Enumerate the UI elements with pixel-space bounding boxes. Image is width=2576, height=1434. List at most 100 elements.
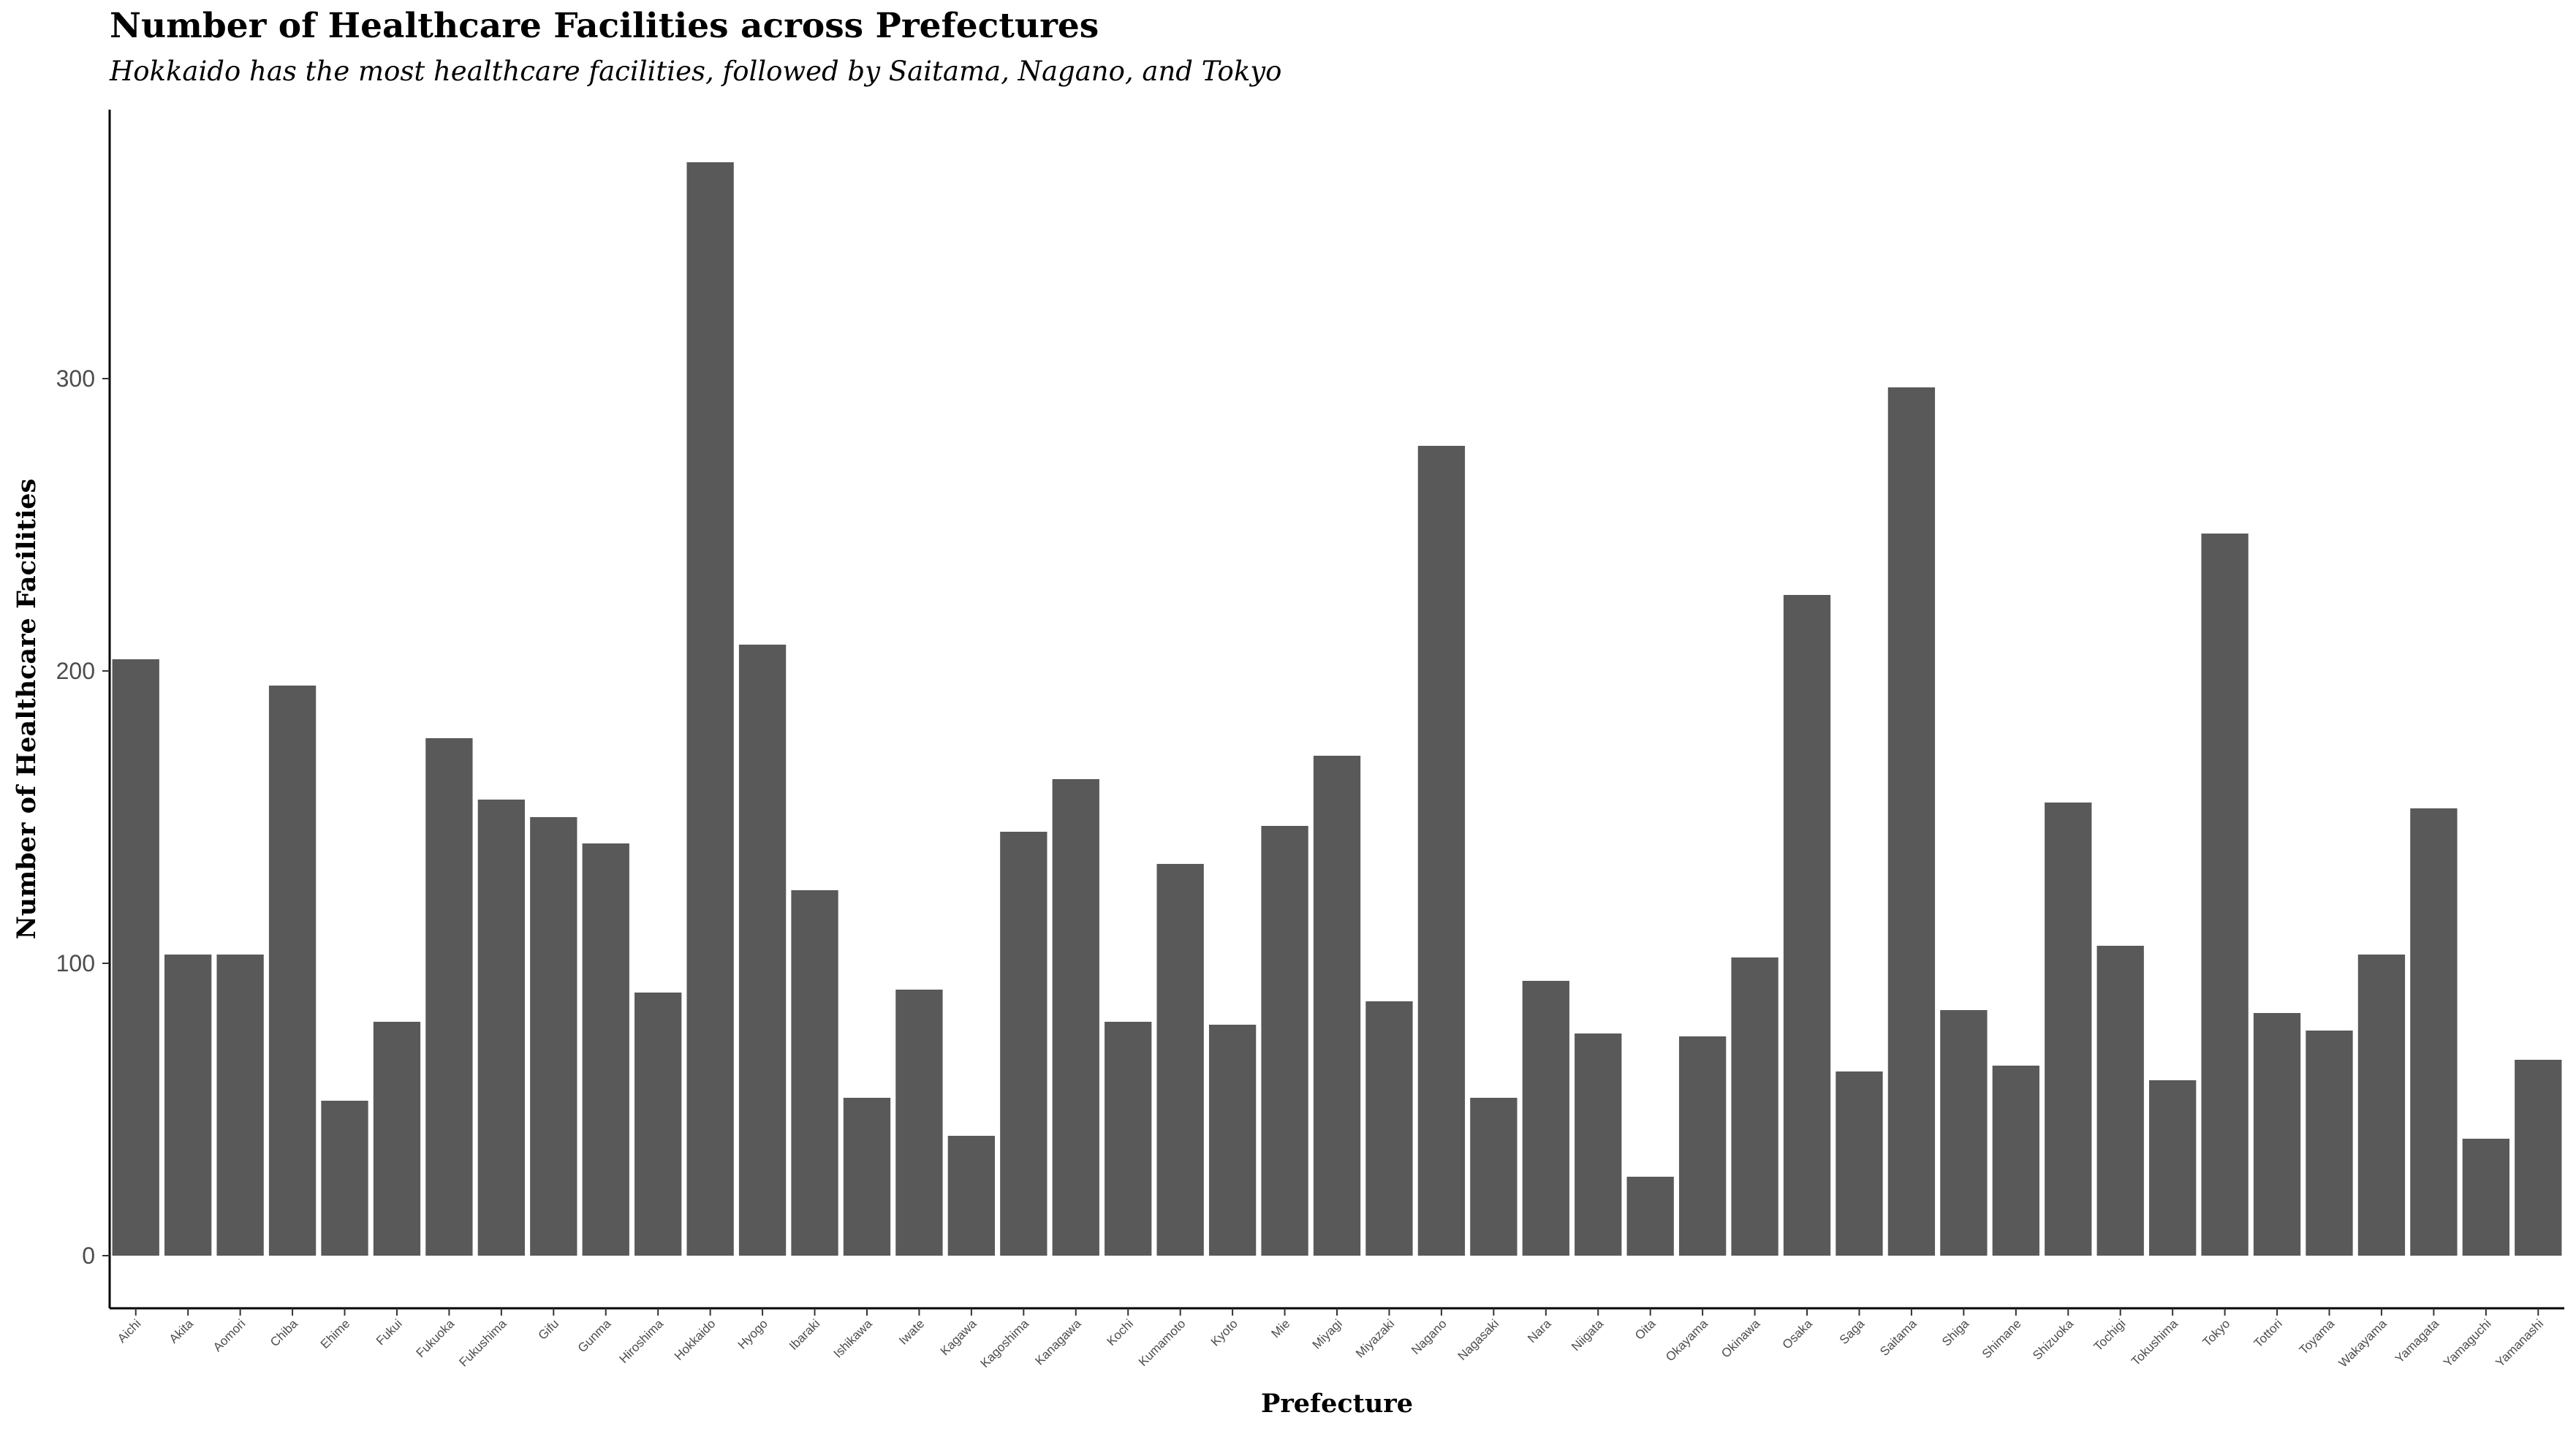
y-tick-label: 300: [56, 365, 95, 392]
y-tick-label: 200: [56, 658, 95, 684]
bar-kumamoto: [1156, 864, 1204, 1256]
x-tick-label: Oita: [1632, 1316, 1659, 1343]
x-axis: Aichi Akita Aomori Chiba Ehime Fukui Fukuoka Fu…: [110, 1307, 2564, 1370]
x-tick-label: Fukui: [374, 1316, 405, 1348]
bar-nagasaki: [1470, 1098, 1518, 1256]
bar-nagano: [1417, 446, 1466, 1256]
x-tick-label: Aomori: [211, 1316, 249, 1354]
x-tick-label: Hokkaido: [672, 1316, 719, 1363]
bar-tokyo: [2201, 534, 2249, 1256]
x-tick-label: Nagano: [1409, 1316, 1450, 1357]
x-tick-label: Aichi: [115, 1316, 143, 1345]
bar-gifu: [530, 817, 577, 1256]
x-tick-label: Kagoshima: [978, 1316, 1032, 1370]
bar-toyama: [2306, 1031, 2353, 1256]
bar-shimane: [1992, 1066, 2039, 1256]
x-tick-label: Yamaguchi: [2441, 1316, 2494, 1370]
bar-iwate: [895, 990, 943, 1256]
x-tick-label: Saga: [1837, 1316, 1868, 1347]
bar-niigata: [1575, 1033, 1622, 1256]
bar-miyazaki: [1365, 1001, 1413, 1256]
y-axis: 0 100 200 300: [56, 110, 111, 1308]
bar-kagoshima: [1000, 832, 1048, 1256]
x-tick-label: Mie: [1269, 1316, 1293, 1340]
x-tick-label: Toyama: [2297, 1316, 2338, 1357]
x-tick-label: Miyagi: [1310, 1316, 1345, 1351]
x-tick-label: Miyazaki: [1353, 1316, 1397, 1360]
x-tick-label: Gifu: [536, 1316, 561, 1342]
x-tick-label: Tochigi: [2091, 1316, 2129, 1354]
x-tick-label: Tokyo: [2200, 1316, 2233, 1349]
x-tick-label: Niigata: [1569, 1316, 1606, 1354]
x-tick-label: Nagasaki: [1455, 1316, 1502, 1363]
bar-ibaraki: [791, 890, 838, 1256]
y-axis-title: Number of Healthcare Facilities: [12, 479, 42, 939]
x-tick-label: Saitama: [1877, 1316, 1920, 1359]
chart-title: Number of Healthcare Facilities across P…: [110, 6, 1099, 46]
bar-okayama: [1678, 1036, 1727, 1256]
bar-kagawa: [947, 1136, 996, 1256]
bar-tochigi: [2096, 946, 2144, 1256]
x-axis-title: Prefecture: [1261, 1389, 1413, 1419]
bar-aomori: [216, 955, 264, 1256]
x-tick-label: Osaka: [1780, 1316, 1816, 1352]
bar-kyoto: [1208, 1025, 1257, 1256]
y-tick-label: 0: [82, 1243, 95, 1269]
bar-saga: [1836, 1071, 1883, 1256]
bar-ishikawa: [843, 1098, 891, 1256]
bar-saitama: [1887, 387, 1936, 1256]
bar-shizuoka: [2045, 803, 2092, 1256]
bar-nara: [1522, 981, 1569, 1256]
bar-yamanashi: [2515, 1060, 2562, 1256]
x-tick-label: Wakayama: [2336, 1316, 2390, 1370]
bar-chiba: [268, 686, 317, 1256]
x-tick-label: Hyogo: [735, 1316, 770, 1351]
x-tick-label: Shizuoka: [2030, 1316, 2076, 1362]
x-tick-label: Fukuoka: [414, 1316, 458, 1360]
bar-mie: [1261, 826, 1308, 1256]
bar-shiga: [1940, 1010, 1988, 1256]
bar-wakayama: [2357, 955, 2406, 1256]
bar-fukui: [373, 1022, 421, 1256]
bar-yamaguchi: [2462, 1139, 2509, 1256]
bar-fukuoka: [425, 738, 473, 1256]
x-tick-label: Akita: [167, 1316, 197, 1346]
bar-yamagata: [2410, 808, 2458, 1256]
x-tick-label: Nara: [1525, 1316, 1554, 1346]
x-tick-label: Kochi: [1105, 1316, 1137, 1348]
x-tick-label: Gunma: [575, 1316, 614, 1355]
bar-oita: [1626, 1177, 1674, 1256]
bar-ehime: [321, 1101, 368, 1256]
x-tick-label: Chiba: [268, 1316, 300, 1349]
x-tick-label: Okayama: [1663, 1316, 1711, 1364]
x-tick-label: Hiroshima: [616, 1316, 666, 1366]
x-tick-label: Kumamoto: [1136, 1316, 1189, 1369]
bar-series: [112, 162, 2562, 1256]
bar-hyogo: [738, 645, 787, 1256]
x-tick-label: Ehime: [318, 1316, 353, 1351]
x-tick-label: Kagawa: [938, 1316, 980, 1358]
x-tick-label: Iwate: [896, 1316, 927, 1347]
x-tick-label: Shimane: [1980, 1316, 2024, 1361]
bar-fukushima: [477, 800, 525, 1256]
bar-tokushima: [2149, 1080, 2197, 1256]
y-tick-label: 100: [56, 950, 95, 976]
x-tick-label: Okinawa: [1719, 1316, 1763, 1361]
bar-kochi: [1105, 1022, 1152, 1256]
bar-gunma: [582, 843, 629, 1256]
bar-tottori: [2253, 1013, 2301, 1256]
x-tick-label: Tottori: [2251, 1316, 2285, 1350]
x-tick-label: Yamagata: [2393, 1316, 2442, 1366]
bar-kanagawa: [1052, 779, 1099, 1256]
x-tick-label: Kanagawa: [1032, 1316, 1084, 1368]
chart-subtitle: Hokkaido has the most healthcare facilit…: [110, 56, 1282, 87]
x-tick-label: Yamanashi: [2493, 1316, 2546, 1370]
bar-osaka: [1783, 595, 1831, 1256]
bar-hiroshima: [634, 993, 682, 1256]
bar-okinawa: [1731, 957, 1778, 1256]
x-tick-label: Tokushima: [2129, 1316, 2181, 1368]
x-tick-label: Ishikawa: [831, 1316, 876, 1361]
x-tick-label: Kyoto: [1208, 1316, 1240, 1348]
bar-aichi: [112, 659, 159, 1256]
